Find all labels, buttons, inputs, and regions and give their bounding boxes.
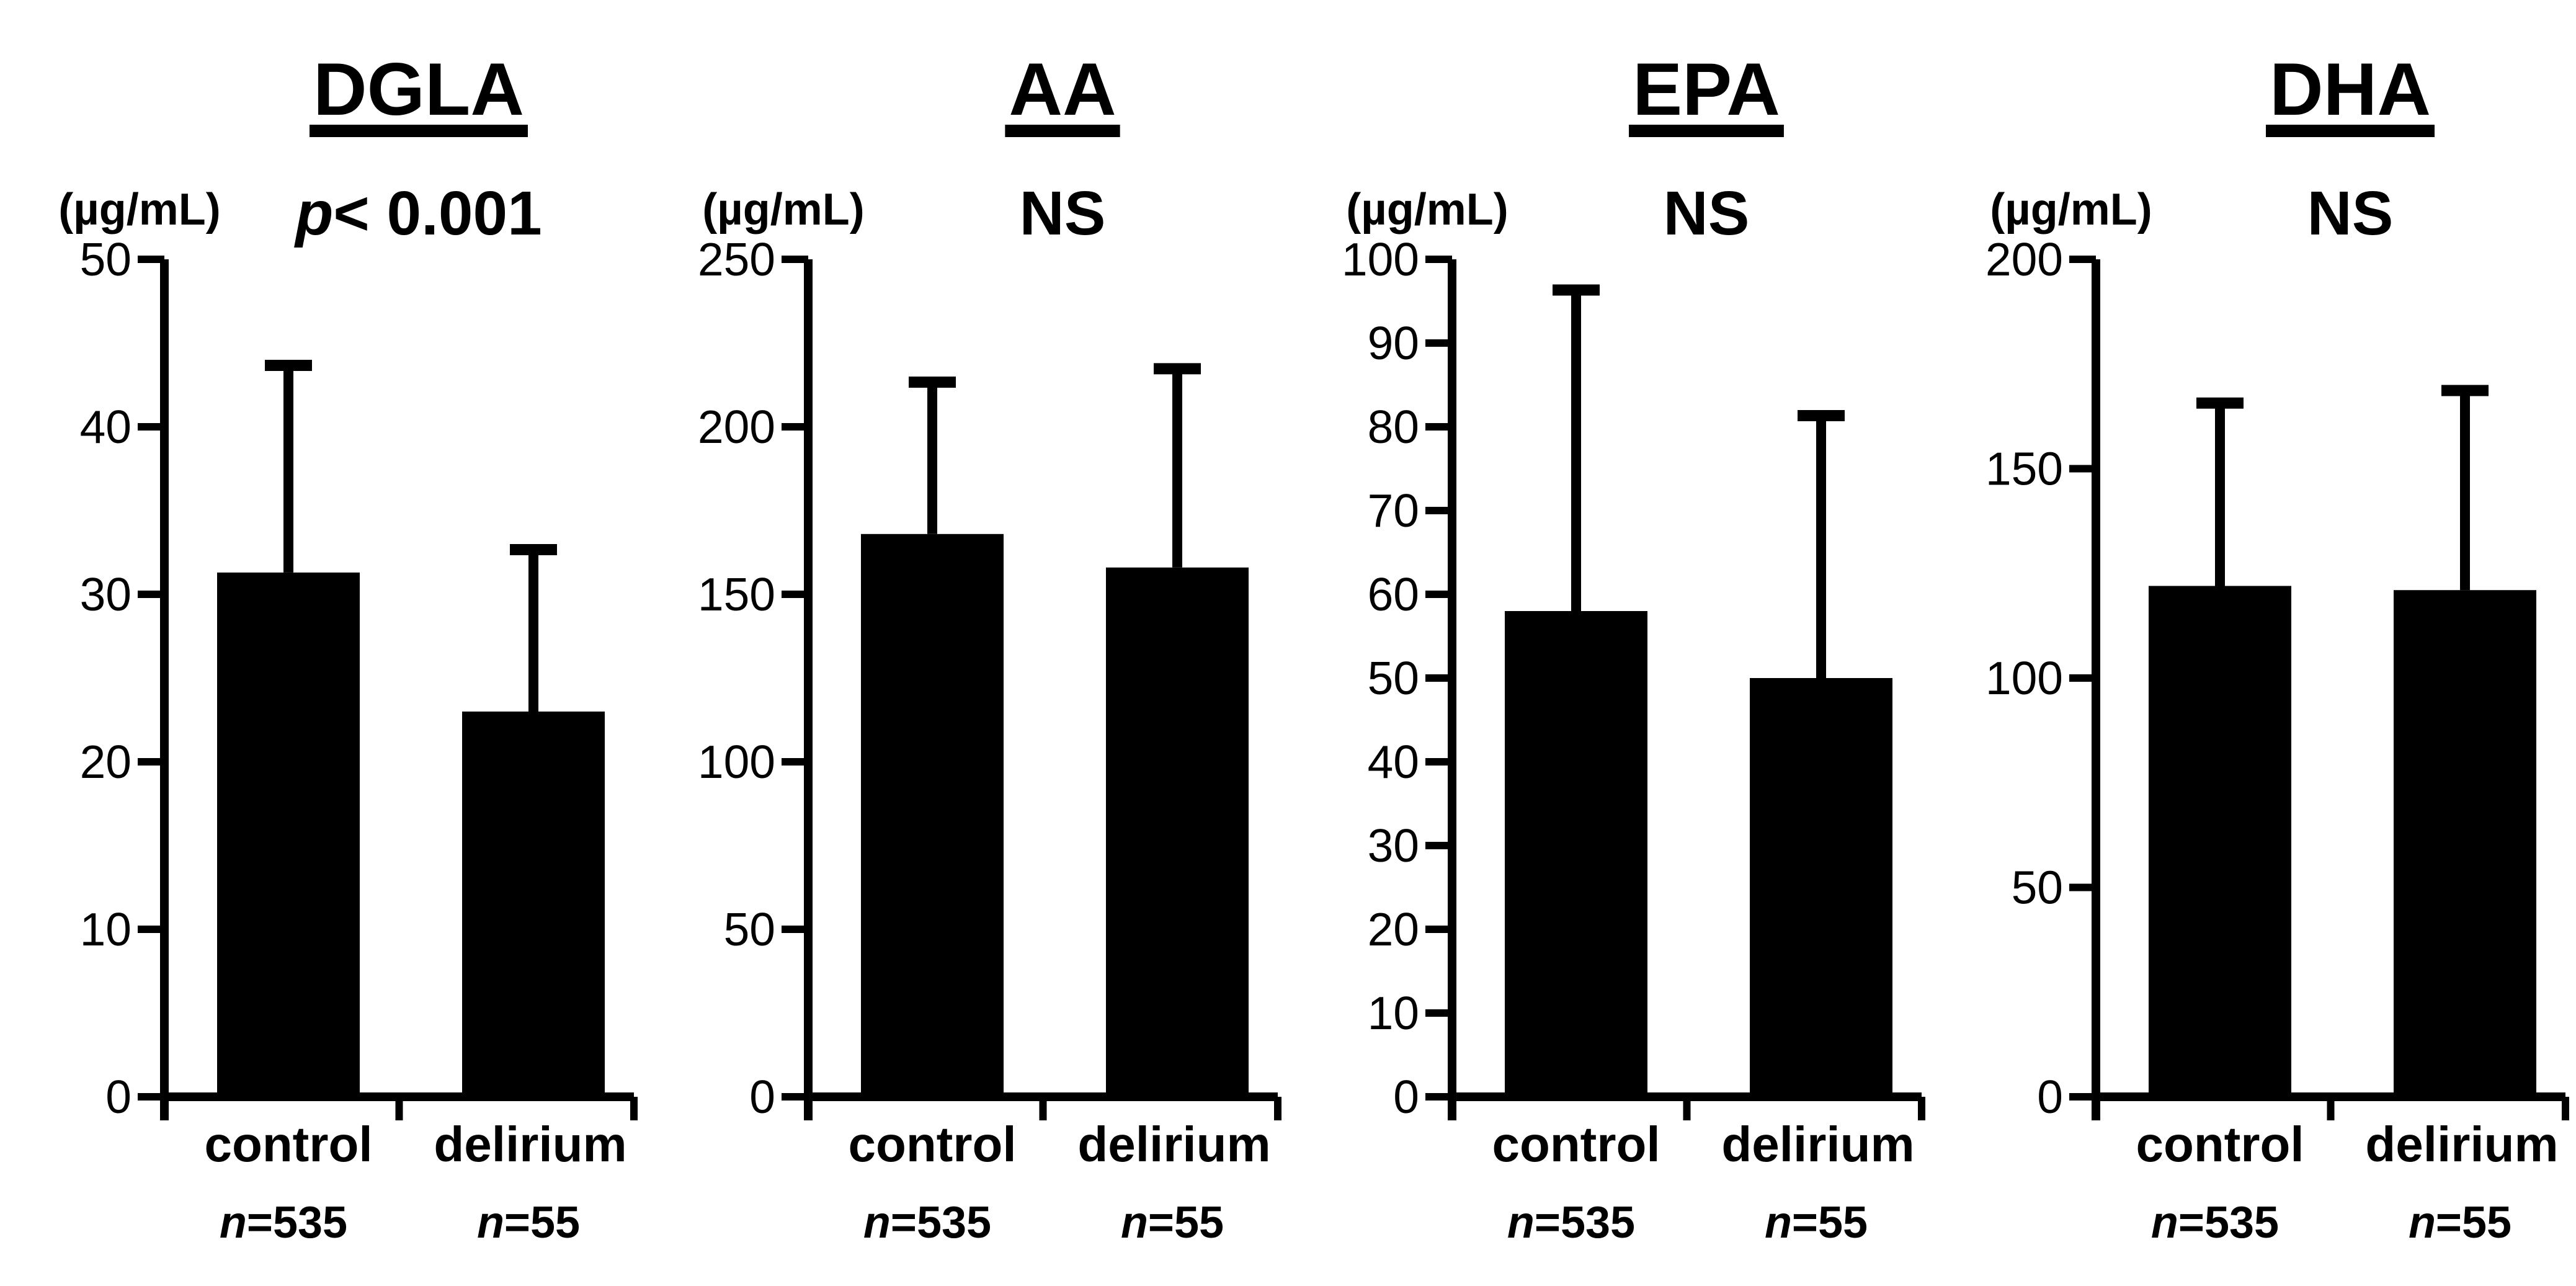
n-label-italic-part: n [2409, 1198, 2436, 1248]
bar-delirium [2394, 590, 2536, 1097]
bar-delirium [1106, 567, 1249, 1097]
category-label-delirium: delirium [2365, 1117, 2558, 1172]
n-label-delirium: n=55 [1121, 1198, 1224, 1248]
significance-text-part: NS [2307, 179, 2394, 248]
bar-control [2149, 586, 2291, 1097]
y-axis-tick-label: 50 [80, 233, 131, 285]
significance-label: NS [2307, 179, 2394, 248]
panel-title: DHA [2270, 48, 2431, 131]
y-axis-tick-label: 200 [698, 401, 775, 453]
n-label-text-part: =535 [891, 1198, 991, 1248]
y-axis-tick-label: 80 [1368, 401, 1419, 453]
y-axis-tick-label: 0 [105, 1071, 131, 1123]
panel-title-underline [2266, 125, 2435, 137]
bar-control [217, 572, 360, 1097]
n-label-text-part: =535 [2178, 1198, 2279, 1248]
chart-panel-epa: EPA (µg/mL) NS 0 10 20 30 40 50 60 70 80 90 100 contro… [1342, 48, 1925, 1248]
y-axis-tick-label: 50 [724, 903, 775, 955]
category-label-control: control [2136, 1117, 2304, 1172]
y-axis-tick-label: 150 [698, 568, 775, 620]
chart-panel-aa: AA(µg/mL) NS050100150200250controln=535de… [698, 48, 1281, 1248]
n-label-delirium: n=55 [1765, 1198, 1868, 1248]
n-label-control: n=535 [863, 1198, 991, 1248]
category-label-delirium: delirium [1077, 1117, 1270, 1172]
panel-title: EPA [1633, 48, 1780, 131]
significance-text-part: NS [1664, 179, 1750, 248]
n-label-italic-part: n [1765, 1198, 1792, 1248]
y-axis-tick-label: 50 [1368, 652, 1419, 704]
y-axis-tick-label: 150 [1985, 443, 2063, 495]
y-axis-tick-label: 100 [1342, 233, 1419, 285]
bar-delirium [1750, 678, 1892, 1097]
panel-title-underline [1005, 125, 1120, 137]
panel-title-underline [310, 125, 528, 137]
bar-delirium [462, 712, 605, 1097]
n-label-control: n=535 [2151, 1198, 2279, 1248]
significance-label: NS [1020, 179, 1106, 248]
bar-control [861, 534, 1004, 1097]
n-label-text-part: =55 [504, 1198, 580, 1248]
y-axis-tick-label: 100 [1985, 652, 2063, 704]
n-label-control: n=535 [1507, 1198, 1635, 1248]
n-label-control: n=535 [220, 1198, 347, 1248]
y-axis-tick-label: 50 [2012, 862, 2063, 914]
y-axis-tick-label: 0 [1393, 1071, 1419, 1123]
category-label-control: control [204, 1117, 372, 1172]
y-axis-tick-label: 60 [1368, 568, 1419, 620]
chart-panel-dha: DHA(µg/mL) NS050100150200controln=535deli… [1985, 48, 2569, 1248]
y-axis-tick-label: 0 [2037, 1071, 2063, 1123]
y-axis-tick-label: 100 [698, 736, 775, 788]
y-axis-tick-label: 250 [698, 233, 775, 285]
category-label-delirium: delirium [1721, 1117, 1914, 1172]
y-axis-tick-label: 0 [749, 1071, 775, 1123]
y-axis-unit-label: (µg/mL) [1990, 185, 2152, 234]
category-label-control: control [848, 1117, 1016, 1172]
n-label-italic-part: n [1507, 1198, 1535, 1248]
y-axis-tick-label: 200 [1985, 233, 2063, 285]
n-label-text-part: =55 [2436, 1198, 2511, 1248]
y-axis-tick-label: 20 [80, 736, 131, 788]
significance-label: p< 0.001 [293, 179, 542, 248]
n-label-italic-part: n [863, 1198, 891, 1248]
y-axis-unit-label: (µg/mL) [1346, 185, 1508, 234]
y-axis-tick-label: 10 [80, 903, 131, 955]
bar-control [1505, 611, 1647, 1097]
n-label-italic-part: n [220, 1198, 247, 1248]
y-axis-tick-label: 30 [1368, 819, 1419, 872]
y-axis-tick-label: 90 [1368, 317, 1419, 369]
n-label-text-part: =55 [1792, 1198, 1868, 1248]
y-axis-tick-label: 20 [1368, 903, 1419, 955]
n-label-text-part: =535 [247, 1198, 347, 1248]
n-label-delirium: n=55 [2409, 1198, 2511, 1248]
significance-text-part: < 0.001 [333, 179, 541, 248]
panel-title-underline [1629, 125, 1784, 137]
n-label-italic-part: n [477, 1198, 504, 1248]
n-label-text-part: =55 [1148, 1198, 1224, 1248]
chart-panel-dgla: DGLA(µg/mL) p< 0.00101020304050controln=5… [58, 48, 638, 1248]
y-axis-tick-label: 70 [1368, 484, 1419, 537]
n-label-italic-part: n [1121, 1198, 1148, 1248]
n-label-italic-part: n [2151, 1198, 2178, 1248]
category-label-control: control [1492, 1117, 1660, 1172]
significance-italic-part: p [293, 179, 333, 248]
y-axis-unit-label: (µg/mL) [58, 185, 220, 234]
category-label-delirium: delirium [434, 1117, 626, 1172]
n-label-text-part: =535 [1535, 1198, 1635, 1248]
y-axis-tick-label: 40 [1368, 736, 1419, 788]
y-axis-tick-label: 10 [1368, 987, 1419, 1039]
panel-title: AA [1009, 48, 1116, 131]
y-axis-tick-label: 30 [80, 568, 131, 620]
significance-label: NS [1664, 179, 1750, 248]
y-axis-unit-label: (µg/mL) [702, 185, 864, 234]
n-label-delirium: n=55 [477, 1198, 580, 1248]
panel-title: DGLA [313, 48, 524, 131]
y-axis-tick-label: 40 [80, 401, 131, 453]
significance-text-part: NS [1020, 179, 1106, 248]
